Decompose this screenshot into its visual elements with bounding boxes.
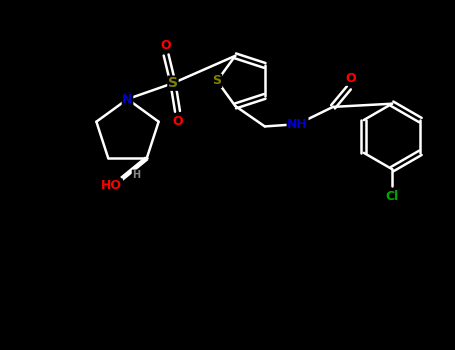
Text: NH: NH — [287, 118, 308, 131]
Text: S: S — [212, 75, 222, 88]
Text: H: H — [132, 170, 140, 180]
Text: O: O — [172, 115, 183, 128]
Text: O: O — [161, 38, 172, 51]
Text: Cl: Cl — [385, 190, 399, 203]
Text: O: O — [346, 72, 356, 85]
Text: N: N — [122, 93, 133, 106]
Text: S: S — [168, 76, 178, 90]
Text: HO: HO — [101, 179, 122, 192]
